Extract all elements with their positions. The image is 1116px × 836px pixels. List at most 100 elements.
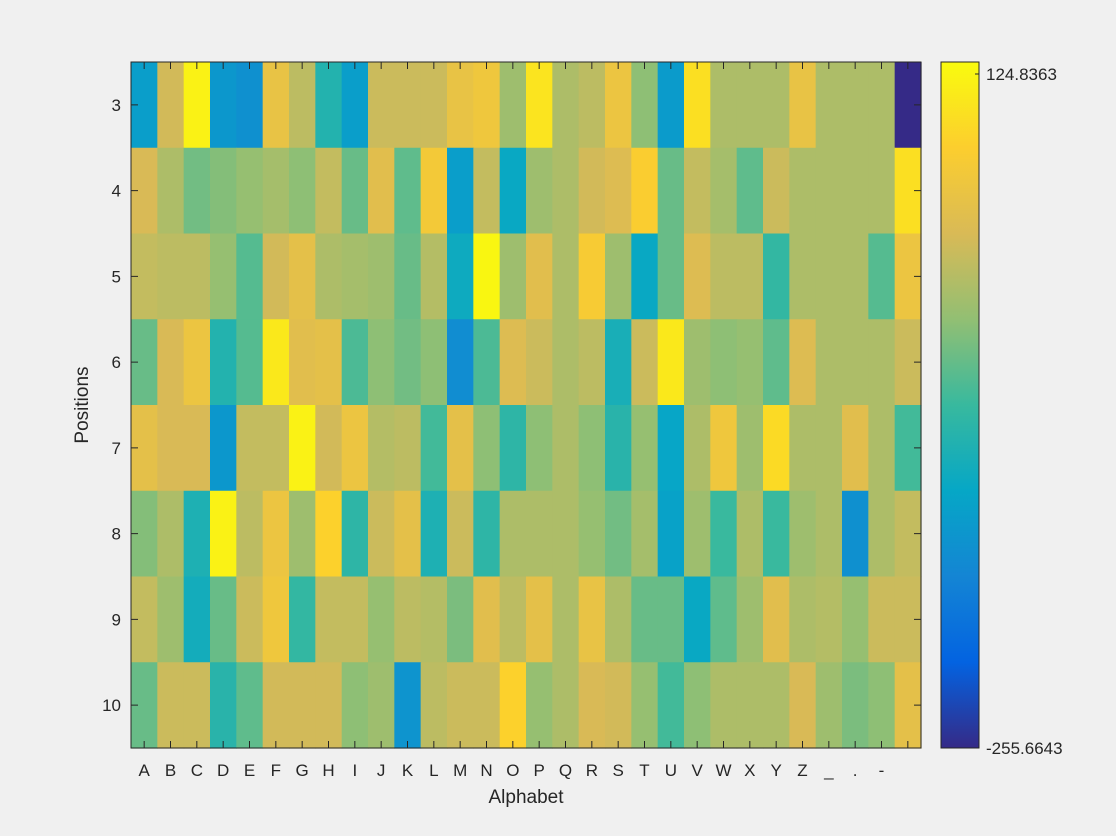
heatmap-cell	[657, 662, 685, 749]
heatmap-cell	[447, 490, 474, 578]
heatmap-cell	[315, 62, 343, 149]
y-tick-label: 6	[112, 353, 121, 372]
x-tick-label: L	[429, 761, 438, 780]
heatmap-cell	[499, 233, 527, 320]
heatmap-cell	[684, 233, 711, 320]
heatmap-cell	[736, 147, 764, 235]
heatmap-cell	[631, 319, 659, 406]
heatmap-cell	[499, 147, 527, 235]
heatmap-cell	[236, 62, 264, 149]
x-tick-label: .	[853, 761, 858, 780]
heatmap-cell	[763, 147, 790, 235]
heatmap-cell	[447, 576, 474, 663]
heatmap-cell	[394, 62, 422, 149]
heatmap-cell	[368, 147, 395, 235]
heatmap-cell	[499, 490, 527, 578]
heatmap-cell	[183, 62, 211, 149]
heatmap-cell	[262, 405, 290, 492]
heatmap-cell	[183, 405, 211, 492]
heatmap-cell	[684, 576, 711, 663]
x-tick-label: -	[879, 761, 885, 780]
x-tick-label: B	[165, 761, 176, 780]
heatmap-cell	[815, 62, 843, 149]
heatmap-cell	[262, 233, 290, 320]
heatmap-cell	[210, 576, 237, 663]
heatmap-cell	[684, 62, 711, 149]
heatmap-cell	[736, 319, 764, 406]
heatmap-cell	[842, 319, 869, 406]
heatmap-cell	[420, 662, 448, 749]
y-tick-label: 4	[112, 182, 121, 201]
heatmap-cell	[789, 147, 817, 235]
heatmap-cells	[131, 62, 922, 749]
heatmap-cell	[394, 662, 422, 749]
heatmap-cell	[815, 233, 843, 320]
heatmap-cell	[842, 405, 869, 492]
heatmap-cell	[341, 662, 369, 749]
heatmap-cell	[447, 62, 474, 149]
heatmap-cell	[868, 62, 896, 149]
x-tick-label: E	[244, 761, 255, 780]
heatmap-cell	[157, 576, 185, 663]
colorbar-min-label: -255.6643	[986, 739, 1063, 758]
heatmap-cell	[868, 576, 896, 663]
heatmap-cell	[552, 490, 580, 578]
heatmap-cell	[815, 147, 843, 235]
heatmap-cell	[420, 62, 448, 149]
x-axis-label: Alphabet	[488, 787, 564, 808]
heatmap-cell	[394, 405, 422, 492]
x-tick-label: S	[612, 761, 623, 780]
heatmap-cell	[605, 490, 632, 578]
heatmap-cell	[657, 233, 685, 320]
heatmap-cell	[578, 576, 606, 663]
heatmap-cell	[815, 576, 843, 663]
heatmap-cell	[289, 405, 316, 492]
heatmap-cell	[473, 662, 501, 749]
heatmap-cell	[315, 662, 343, 749]
heatmap-cell	[578, 233, 606, 320]
heatmap-cell	[552, 662, 580, 749]
heatmap-cell	[657, 147, 685, 235]
heatmap-cell	[763, 319, 790, 406]
x-tick-label: D	[217, 761, 229, 780]
heatmap-cell	[368, 662, 395, 749]
heatmap-cell	[763, 62, 790, 149]
heatmap-cell	[605, 319, 632, 406]
x-tick-label: I	[352, 761, 357, 780]
x-tick-label: _	[823, 761, 834, 780]
heatmap-cell	[262, 576, 290, 663]
x-tick-label: M	[453, 761, 467, 780]
heatmap-cell	[289, 576, 316, 663]
heatmap-cell	[368, 576, 395, 663]
heatmap-cell	[157, 233, 185, 320]
heatmap-cell	[789, 233, 817, 320]
heatmap-cell	[842, 576, 869, 663]
heatmap-cell	[578, 490, 606, 578]
heatmap-cell	[631, 490, 659, 578]
y-tick-label: 8	[112, 525, 121, 544]
heatmap-cell	[763, 405, 790, 492]
y-tick-label: 5	[112, 267, 121, 286]
heatmap-cell	[157, 662, 185, 749]
colorbar-frame	[940, 61, 980, 749]
heatmap-cell	[289, 319, 316, 406]
heatmap-cell	[157, 405, 185, 492]
heatmap-cell	[526, 662, 553, 749]
heatmap-cell	[289, 233, 316, 320]
heatmap-cell	[315, 233, 343, 320]
heatmap-cell	[420, 233, 448, 320]
x-tick-label: U	[665, 761, 677, 780]
x-tick-label: X	[744, 761, 755, 780]
y-axis: 3 4 5 6 7 8 9 10	[102, 96, 921, 715]
heatmap-cell	[815, 662, 843, 749]
heatmap-cell	[526, 147, 553, 235]
heatmap-cell	[262, 319, 290, 406]
heatmap-cell	[736, 490, 764, 578]
heatmap-cell	[710, 62, 738, 149]
heatmap-cell	[473, 405, 501, 492]
heatmap-cell	[526, 319, 553, 406]
heatmap-cell	[631, 662, 659, 749]
heatmap-cell	[526, 490, 553, 578]
heatmap-cell	[684, 662, 711, 749]
x-tick-label: Y	[770, 761, 781, 780]
